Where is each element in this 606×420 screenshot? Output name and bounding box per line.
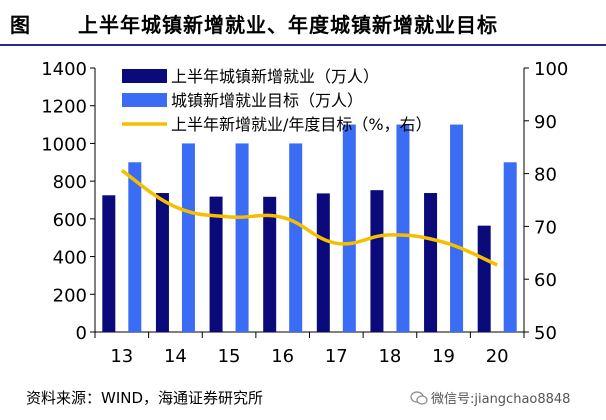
bar-first-half-employment [477, 225, 491, 332]
footer: 资料来源：WIND，海通证券研究所 微信号:jiangchao8848 [0, 386, 606, 420]
bar-annual-target [450, 124, 464, 332]
figure-label: 图 [10, 13, 30, 37]
y-right-tick-label: 50 [534, 323, 557, 344]
chart-axes: 0 200 400 600 800 1000 1200 1400 50 60 70 80 90 100 13… [41, 59, 568, 367]
bar-first-half-employment [316, 193, 330, 332]
bar-annual-target [128, 162, 142, 332]
x-tick-label: 20 [486, 346, 509, 367]
title-row: 图 上半年城镇新增就业、年度城镇新增就业目标 [0, 0, 606, 44]
x-tick-label: 17 [325, 346, 348, 367]
bar-first-half-employment [155, 193, 169, 332]
y-left-tick-label: 800 [53, 172, 87, 193]
bar-annual-target [235, 143, 249, 332]
y-left-tick-label: 0 [76, 323, 87, 344]
y-right-tick-label: 100 [534, 59, 568, 80]
y-right-tick-label: 90 [534, 112, 557, 133]
chart-title: 上半年城镇新增就业、年度城镇新增就业目标 [78, 13, 498, 37]
x-tick-label: 14 [164, 346, 187, 367]
y-left-tick-label: 200 [53, 285, 87, 306]
y-left-tick-label: 1200 [41, 97, 87, 118]
x-tick-label: 13 [110, 346, 133, 367]
bar-annual-target [181, 143, 195, 332]
bar-first-half-employment [370, 190, 384, 332]
title-divider [0, 44, 606, 46]
wechat-id: 微信号:jiangchao8848 [431, 392, 571, 407]
ratio-line [120, 168, 498, 267]
legend-label: 城镇新增就业目标（万人） [171, 91, 363, 110]
y-left-tick-label: 1000 [41, 134, 87, 155]
wechat-watermark: 微信号:jiangchao8848 [410, 388, 570, 407]
source-note: 资料来源：WIND，海通证券研究所 [26, 389, 264, 407]
x-tick-label: 18 [378, 346, 401, 367]
y-left-tick-label: 400 [53, 248, 87, 269]
chart-legend: 上半年城镇新增就业（万人） 城镇新增就业目标（万人） 上半年新增就业/年度目标（%，… [122, 67, 432, 134]
wechat-icon [410, 391, 428, 405]
y-right-tick-label: 60 [534, 270, 557, 291]
chart: 0 200 400 600 800 1000 1200 1400 50 60 70 80 90 100 13… [41, 59, 568, 367]
bar-first-half-employment [209, 196, 223, 332]
x-tick-label: 16 [271, 346, 294, 367]
y-right-tick-label: 70 [534, 217, 557, 238]
bar-first-half-employment [102, 195, 116, 332]
bar-first-half-employment [263, 196, 277, 332]
legend-label: 上半年新增就业/年度目标（%，右） [171, 115, 432, 134]
y-left-tick-label: 600 [53, 210, 87, 231]
legend-swatch-target [122, 93, 167, 107]
x-tick-label: 19 [432, 346, 455, 367]
bar-annual-target [342, 124, 356, 332]
legend-label: 上半年城镇新增就业（万人） [171, 67, 379, 86]
bar-annual-target [396, 124, 410, 332]
chart-line [120, 168, 498, 267]
bar-annual-target [503, 162, 517, 332]
chart-bars [102, 124, 517, 332]
bar-annual-target [289, 143, 303, 332]
y-right-tick-label: 80 [534, 165, 557, 186]
y-left-tick-label: 1400 [41, 59, 87, 80]
x-tick-label: 15 [218, 346, 241, 367]
legend-swatch-first-half [122, 69, 167, 83]
bar-first-half-employment [424, 193, 438, 332]
